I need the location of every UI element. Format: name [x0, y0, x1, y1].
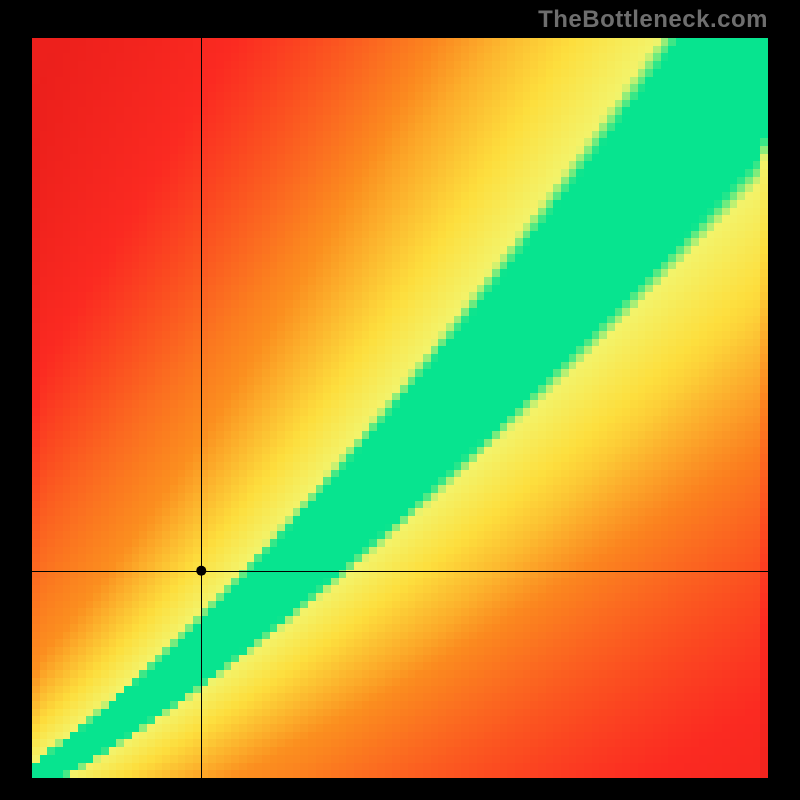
bottleneck-heatmap [32, 38, 768, 778]
watermark-text: TheBottleneck.com [538, 6, 768, 34]
